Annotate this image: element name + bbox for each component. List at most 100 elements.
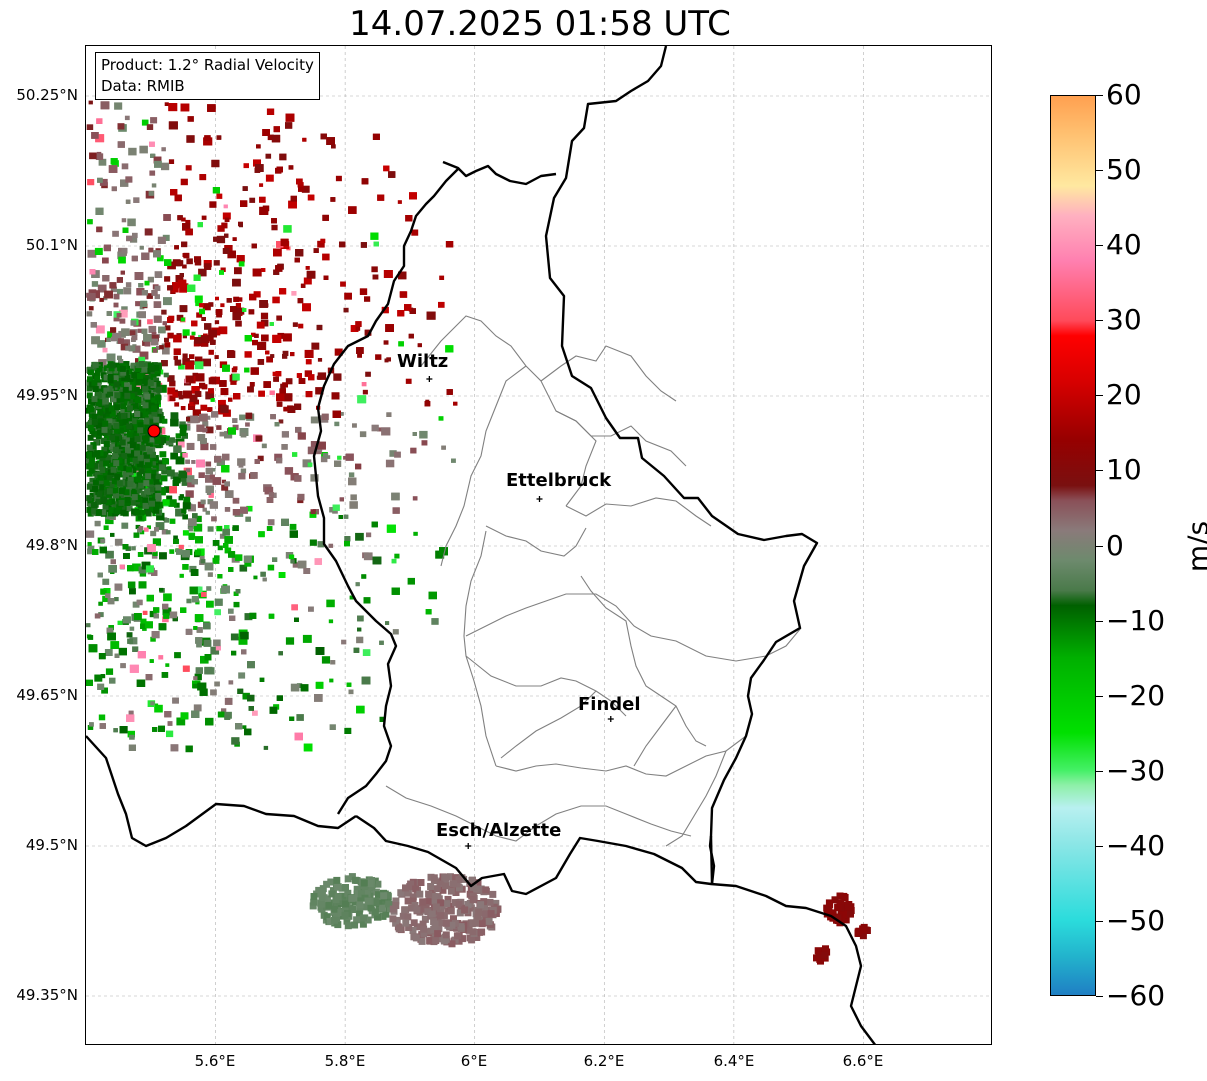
radar-echo-pixel [292, 562, 299, 568]
radar-echo-pixel [314, 694, 323, 702]
radar-echo-pixel [182, 514, 188, 520]
radar-echo-pixel [445, 241, 454, 248]
radar-echo-pixel [185, 361, 194, 370]
radar-echo-pixel [104, 649, 113, 656]
radar-echo-pixel [417, 879, 425, 886]
city-label-findel: Findel [578, 694, 641, 715]
radar-echo-pixel [371, 424, 379, 432]
radar-echo-pixel [141, 290, 148, 296]
radar-site-marker [147, 424, 161, 438]
radar-echo-pixel [253, 159, 261, 167]
colorbar-tick-label: −50 [1106, 903, 1166, 937]
radar-echo-pixel [240, 631, 249, 640]
radar-echo-pixel [151, 570, 158, 576]
lon-tick-label: 6.2°E [583, 1052, 625, 1070]
radar-echo-pixel [323, 275, 329, 280]
radar-echo-pixel [281, 444, 288, 450]
radar-echo-pixel [218, 326, 228, 335]
radar-echo-pixel [121, 328, 130, 336]
radar-echo-pixel [295, 426, 302, 433]
radar-echo-pixel [162, 347, 170, 355]
radar-echo-pixel [267, 564, 275, 571]
radar-echo-pixel [333, 876, 341, 884]
radar-echo-pixel [127, 401, 134, 408]
radar-echo-pixel [222, 364, 230, 372]
radar-echo-pixel [313, 248, 319, 253]
radar-echo-pixel [431, 618, 439, 625]
radar-echo-pixel [117, 427, 124, 434]
radar-echo-pixel [231, 650, 237, 656]
radar-echo-pixel [99, 458, 106, 464]
radar-echo-pixel [361, 676, 371, 685]
colorbar-tick [1096, 170, 1103, 172]
lat-tick-label: 49.5°N [25, 836, 78, 854]
radar-echo-pixel [349, 501, 358, 509]
radar-echo-pixel [98, 653, 106, 660]
radar-echo-pixel [112, 478, 118, 485]
radar-echo-pixel [163, 593, 172, 602]
radar-echo-pixel [419, 920, 427, 928]
radar-echo-pixel [173, 535, 178, 540]
radar-echo-pixel [129, 442, 136, 449]
radar-echo-pixel [119, 365, 126, 372]
country-border-south [355, 815, 876, 1044]
canton-border-line [633, 705, 677, 767]
radar-echo-pixel [204, 666, 213, 675]
radar-echo-pixel [323, 913, 331, 921]
radar-echo-pixel [130, 236, 138, 243]
radar-echo-pixel [90, 501, 97, 508]
radar-echo-pixel [317, 441, 326, 450]
radar-echo-pixel [155, 473, 162, 480]
radar-echo-pixel [149, 141, 155, 147]
lat-tick-label: 50.1°N [25, 236, 78, 254]
radar-echo-pixel [133, 443, 140, 450]
radar-echo-pixel [348, 873, 356, 881]
radar-echo-pixel [194, 256, 201, 263]
radar-echo-pixel [204, 562, 214, 571]
radar-echo-pixel [290, 195, 297, 202]
radar-map[interactable] [85, 45, 992, 1045]
radar-echo-pixel [199, 303, 204, 308]
radar-echo-pixel [158, 655, 164, 660]
radar-echo-pixel [231, 367, 237, 373]
radar-echo-pixel [205, 467, 213, 475]
radar-echo-pixel [164, 276, 171, 282]
radar-echo-pixel [230, 306, 237, 312]
radar-echo-pixel [208, 302, 214, 307]
radar-echo-pixel [106, 337, 111, 342]
canton-border-line [440, 365, 527, 567]
radar-echo-pixel [315, 647, 325, 655]
radar-echo-pixel [135, 362, 142, 369]
radar-echo-pixel [310, 416, 319, 424]
canton-border-line [465, 655, 627, 717]
radar-echo-pixel [329, 507, 336, 513]
radar-echo-pixel [149, 610, 157, 618]
radar-echo-pixel [205, 391, 215, 400]
radar-echo-pixel [271, 218, 277, 224]
radar-echo-pixel [446, 873, 454, 881]
radar-echo-pixel [282, 350, 289, 356]
radar-echo-pixel [88, 306, 94, 311]
radar-echo-pixel [214, 320, 220, 325]
radar-echo-pixel [181, 508, 187, 514]
radar-echo-pixel [374, 880, 382, 888]
radar-echo-pixel [204, 135, 211, 141]
radar-echo-pixel [120, 343, 128, 351]
radar-echo-pixel [432, 937, 440, 944]
radar-echo-pixel [831, 896, 839, 904]
radar-echo-pixel [216, 135, 222, 140]
radar-echo-pixel [200, 404, 208, 411]
radar-echo-pixel [374, 913, 381, 921]
radar-echo-pixel [102, 578, 110, 585]
radar-echo-pixel [134, 436, 141, 442]
radar-echo-pixel [372, 274, 379, 280]
radar-echo-pixel [419, 898, 427, 906]
radar-echo-pixel [135, 476, 142, 483]
radar-echo-pixel [109, 507, 115, 514]
city-markers [147, 376, 614, 849]
radar-echo-pixel [227, 350, 234, 356]
radar-echo-pixel [191, 479, 198, 485]
radar-echo-pixel [147, 443, 154, 450]
radar-echo-pixel [399, 912, 407, 920]
radar-echo-pixel [119, 424, 126, 431]
